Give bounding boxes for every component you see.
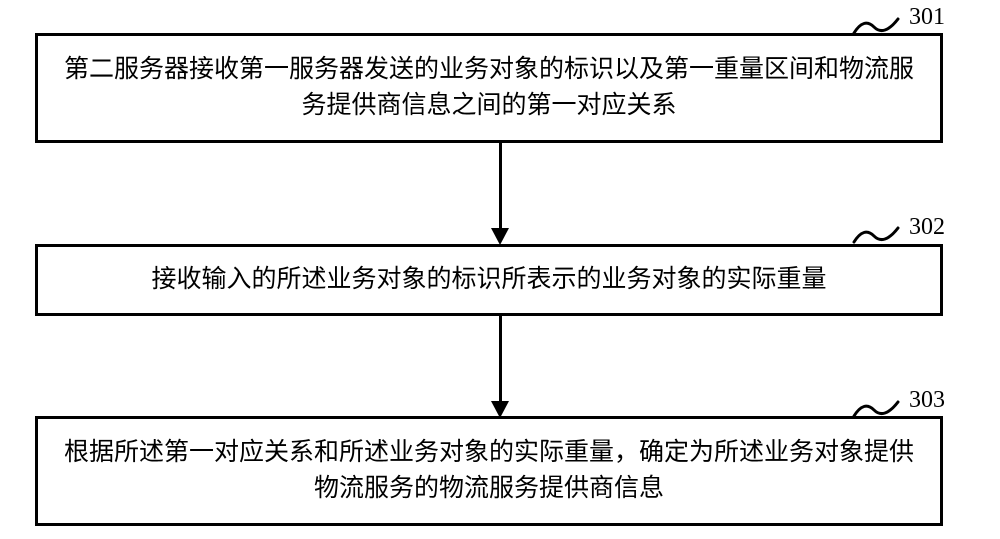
arrow-shaft: [499, 143, 502, 228]
step-label-302: 302: [909, 214, 945, 241]
step-box-302: 接收输入的所述业务对象的标识所表示的业务对象的实际重量: [35, 244, 943, 316]
step-text: 根据所述第一对应关系和所述业务对象的实际重量，确定为所述业务对象提供物流服务的物…: [58, 435, 920, 508]
step-box-303: 根据所述第一对应关系和所述业务对象的实际重量，确定为所述业务对象提供物流服务的物…: [35, 416, 943, 526]
step-text: 接收输入的所述业务对象的标识所表示的业务对象的实际重量: [151, 262, 826, 298]
arrow-head: [491, 228, 509, 245]
step-text: 第二服务器接收第一服务器发送的业务对象的标识以及第一重量区间和物流服务提供商信息…: [58, 52, 920, 125]
step-box-301: 第二服务器接收第一服务器发送的业务对象的标识以及第一重量区间和物流服务提供商信息…: [35, 33, 943, 143]
arrow-shaft: [499, 316, 502, 401]
flowchart-canvas: 301 第二服务器接收第一服务器发送的业务对象的标识以及第一重量区间和物流服务提…: [0, 0, 1000, 539]
step-label-303: 303: [909, 387, 945, 414]
step-label-301: 301: [909, 4, 945, 31]
